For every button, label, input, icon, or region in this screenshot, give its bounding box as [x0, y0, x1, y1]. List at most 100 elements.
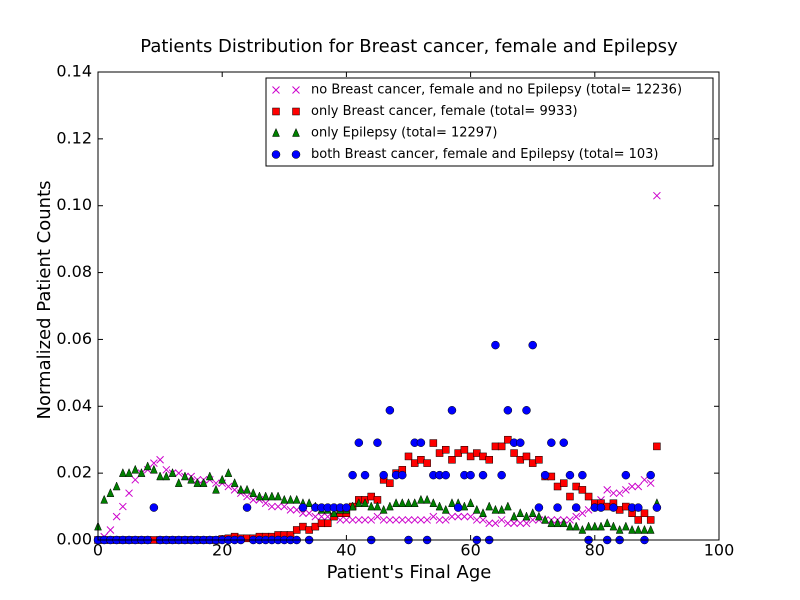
data-point [112, 481, 121, 491]
chart-title: Patients Distribution for Breast cancer,… [140, 36, 678, 57]
data-point [578, 486, 587, 494]
data-point [162, 465, 171, 474]
data-point [646, 470, 655, 480]
data-point [497, 470, 506, 480]
data-point [491, 442, 500, 451]
data-point [410, 459, 419, 467]
data-point [578, 470, 587, 480]
data-point [603, 486, 612, 494]
data-point [361, 516, 369, 524]
data-point [503, 406, 513, 415]
data-point [448, 498, 456, 507]
data-point [423, 459, 431, 467]
data-point [112, 512, 121, 521]
data-point [131, 475, 140, 484]
data-point [348, 516, 357, 524]
data-point [410, 516, 419, 524]
data-point [472, 504, 481, 514]
data-point [305, 526, 313, 534]
data-point [373, 438, 382, 447]
data-point [466, 512, 475, 521]
data-point [373, 501, 382, 511]
data-point [149, 503, 159, 512]
data-point [317, 512, 326, 521]
data-point [503, 501, 512, 511]
data-point [292, 526, 301, 534]
data-point [640, 524, 649, 534]
data-point [534, 503, 544, 512]
data-point [429, 498, 438, 507]
data-point [478, 470, 488, 480]
data-point [398, 516, 407, 524]
data-point [317, 519, 326, 528]
data-point [354, 438, 364, 447]
data-point [479, 452, 487, 461]
plot-frame [97, 71, 720, 541]
data-point [106, 488, 115, 497]
data-point [249, 488, 258, 497]
data-point [547, 518, 556, 528]
data-point [156, 471, 164, 481]
data-point [323, 512, 332, 521]
data-point [553, 518, 562, 528]
data-point [597, 521, 605, 531]
data-point [386, 479, 394, 487]
legend-label: only Breast cancer, female (total= 9933) [311, 104, 578, 119]
data-point [466, 498, 475, 507]
data-point [131, 464, 140, 474]
data-point [261, 499, 270, 508]
data-point [218, 474, 227, 484]
data-point [280, 502, 289, 511]
data-point [243, 492, 251, 501]
data-point [590, 521, 599, 531]
data-point [454, 512, 463, 521]
data-point [628, 524, 636, 534]
data-point [435, 516, 444, 524]
data-point [336, 516, 345, 524]
data-point [187, 474, 196, 484]
data-point [243, 484, 251, 494]
data-point [516, 456, 525, 464]
data-point [646, 516, 655, 524]
data-point [448, 512, 456, 521]
data-point [653, 442, 661, 451]
data-point [367, 516, 376, 524]
data-point [398, 470, 407, 480]
x-axis-label: Patient's Final Age [327, 562, 492, 583]
data-point [510, 511, 518, 521]
data-point [571, 503, 581, 512]
data-point [100, 494, 109, 504]
data-point [516, 438, 525, 447]
data-point [360, 470, 370, 480]
data-point [249, 496, 258, 504]
data-point [479, 516, 487, 524]
data-point [156, 455, 164, 464]
data-point [348, 501, 357, 511]
data-point [485, 501, 494, 511]
data-point [441, 516, 450, 524]
data-point [385, 406, 395, 415]
data-point [205, 471, 214, 481]
data-point [522, 406, 531, 415]
data-point [324, 519, 332, 528]
legend-marker [291, 150, 301, 159]
data-point [528, 459, 537, 467]
data-point [572, 482, 580, 491]
x-tick-label: 80 [585, 541, 605, 560]
data-point [379, 504, 388, 514]
data-point [311, 512, 320, 521]
x-tick-label: 40 [336, 541, 356, 560]
data-point [224, 468, 233, 477]
data-point [609, 489, 618, 498]
data-point [634, 503, 643, 512]
legend-marker [272, 107, 280, 116]
data-point [435, 449, 444, 457]
data-point [174, 469, 183, 477]
data-point [491, 519, 500, 528]
data-point [125, 468, 133, 477]
data-point [522, 452, 531, 461]
data-point [429, 439, 438, 447]
data-point [212, 484, 220, 494]
data-point [634, 516, 643, 524]
